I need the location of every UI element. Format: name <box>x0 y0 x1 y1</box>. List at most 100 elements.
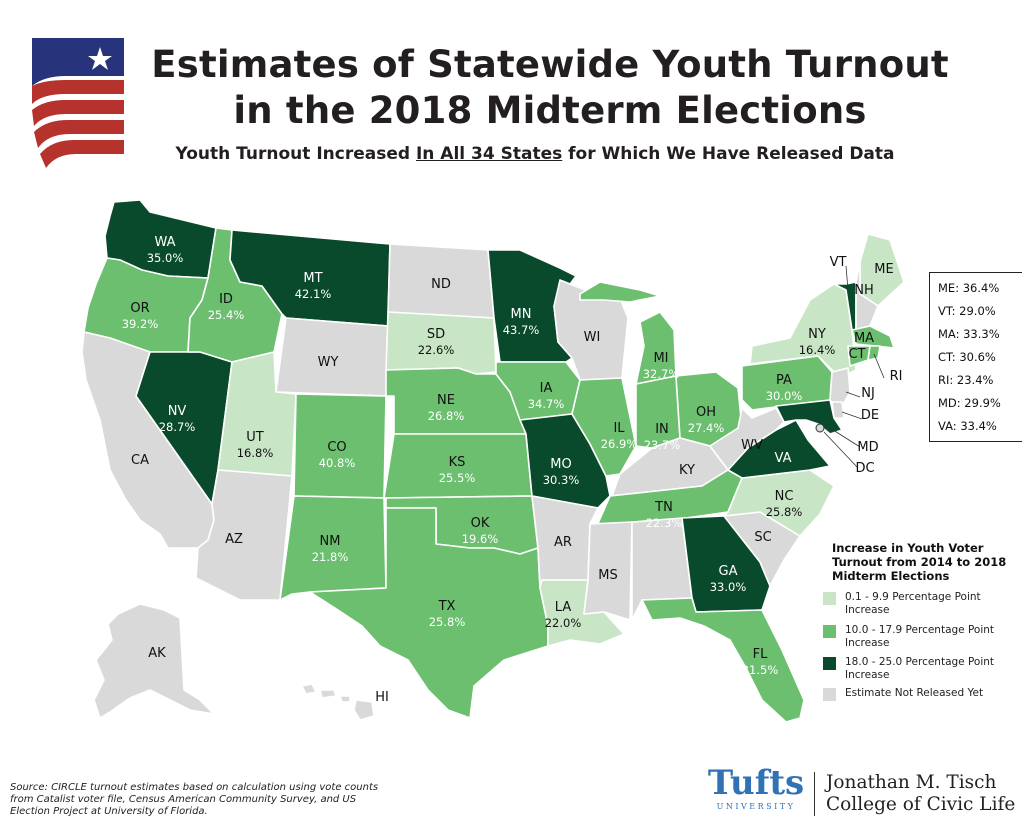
state-value-co: 40.8% <box>319 456 356 470</box>
legend-item: 10.0 - 17.9 Percentage Point Increase <box>823 624 1023 654</box>
state-value-mi: 32.7% <box>643 367 680 381</box>
state-label-ky: KY <box>679 463 695 478</box>
state-label-tn: TN <box>654 500 673 515</box>
legend-swatch-medium <box>823 625 836 638</box>
inset-row: MA: 33.3% <box>938 327 1000 341</box>
state-value-ok: 19.6% <box>462 532 499 546</box>
state-label-va: VA <box>775 451 792 466</box>
state-shape-la <box>539 579 625 647</box>
state-value-or: 39.2% <box>122 317 159 331</box>
legend-label: Estimate Not Released Yet <box>845 687 984 699</box>
state-value-ga: 33.0% <box>710 580 747 594</box>
state-shape-hi <box>301 683 317 695</box>
tufts-wordmark: Tufts <box>707 763 805 803</box>
inset-row: VA: 33.4% <box>938 419 997 433</box>
legend-label: 0.1 - 9.9 Percentage Point Increase <box>845 591 981 616</box>
state-shape-fl <box>641 597 805 723</box>
state-label-mt: MT <box>303 271 322 286</box>
state-label-dc: DC <box>855 461 874 476</box>
state-shape-hi <box>353 699 375 721</box>
state-label-ri: RI <box>890 369 903 384</box>
state-label-ak: AK <box>148 646 166 661</box>
state-label-nd: ND <box>431 277 451 292</box>
state-label-ma: MA <box>854 331 874 346</box>
legend-label: 18.0 - 25.0 Percentage Point Increase <box>845 656 995 681</box>
legend-item: 18.0 - 25.0 Percentage Point Increase <box>823 656 1023 686</box>
state-label-ut: UT <box>246 430 264 445</box>
state-label-ok: OK <box>471 516 490 531</box>
state-label-wy: WY <box>318 355 339 370</box>
state-value-ut: 16.8% <box>237 446 274 460</box>
state-label-il: IL <box>613 421 625 436</box>
state-value-pa: 30.0% <box>766 389 803 403</box>
legend-title: Increase in Youth Voter Turnout from 201… <box>832 541 1007 583</box>
state-label-wa: WA <box>154 235 175 250</box>
state-value-tx: 25.8% <box>429 615 466 629</box>
state-label-ms: MS <box>598 568 617 583</box>
state-label-mo: MO <box>550 457 571 472</box>
state-value-il: 26.9% <box>601 437 638 451</box>
state-label-in: IN <box>655 422 669 437</box>
state-value-ny: 16.4% <box>799 343 836 357</box>
leader-line <box>841 411 863 420</box>
state-label-md: MD <box>857 440 878 455</box>
state-label-mi: MI <box>653 351 668 366</box>
state-label-de: DE <box>861 408 879 423</box>
state-label-nm: NM <box>320 534 341 549</box>
state-shape-hi <box>339 695 351 703</box>
state-value-sd: 22.6% <box>418 343 455 357</box>
state-label-ny: NY <box>808 327 826 342</box>
state-value-wa: 35.0% <box>147 251 184 265</box>
state-value-in: 23.7% <box>644 438 681 452</box>
tufts-logo: Tufts UNIVERSITY <box>706 764 806 811</box>
state-value-id: 25.4% <box>208 308 245 322</box>
leader-line <box>845 265 849 291</box>
page-subtitle: Youth Turnout Increased In All 34 States… <box>130 144 940 164</box>
leader-line <box>823 431 859 469</box>
state-shape-tx <box>309 507 549 719</box>
state-shape-il <box>571 377 637 477</box>
flag-logo-icon <box>32 38 124 168</box>
state-label-vt: VT <box>830 255 847 270</box>
title-line-1: Estimates of Statewide Youth Turnout <box>151 43 949 86</box>
state-value-oh: 27.4% <box>688 421 725 435</box>
subtitle-emphasis: In All 34 States <box>415 144 563 164</box>
state-shape-hi <box>319 689 337 699</box>
state-label-ga: GA <box>719 564 738 579</box>
inset-row: CT: 30.6% <box>938 350 996 364</box>
state-value-la: 22.0% <box>545 616 582 630</box>
state-label-nh: NH <box>854 283 874 298</box>
state-label-mn: MN <box>511 307 532 322</box>
state-value-fl: 31.5% <box>742 663 779 677</box>
state-label-hi: HI <box>375 690 389 705</box>
subtitle-before: Youth Turnout Increased <box>175 144 416 164</box>
state-value-nm: 21.8% <box>312 550 349 564</box>
northeast-inset-box: ME: 36.4% VT: 29.0% MA: 33.3% CT: 30.6% … <box>929 272 1022 442</box>
state-label-nv: NV <box>168 404 187 419</box>
legend-swatch-light <box>823 592 836 605</box>
state-label-fl: FL <box>753 647 768 662</box>
legend-label: 10.0 - 17.9 Percentage Point Increase <box>845 624 995 649</box>
state-value-nc: 25.8% <box>766 505 803 519</box>
subtitle-after: for Which We Have Released Data <box>562 144 895 164</box>
state-shape-ak <box>93 603 215 719</box>
state-value-ia: 34.7% <box>528 397 565 411</box>
title-line-2: in the 2018 Midterm Elections <box>233 89 867 132</box>
leader-line <box>845 391 861 398</box>
state-label-ks: KS <box>449 455 466 470</box>
legend-item: 0.1 - 9.9 Percentage Point Increase <box>823 591 1023 621</box>
college-name: Jonathan M. Tisch College of Civic Life <box>826 772 1015 816</box>
state-label-co: CO <box>327 440 346 455</box>
state-label-ia: IA <box>540 381 553 396</box>
source-note: Source: CIRCLE turnout estimates based o… <box>10 782 379 817</box>
logo-divider <box>814 772 815 816</box>
legend-swatch-dark <box>823 657 836 670</box>
legend-swatch-gray <box>823 688 836 701</box>
state-value-tn: 22.3% <box>646 516 683 530</box>
tufts-subtext: UNIVERSITY <box>716 802 796 811</box>
state-value-ks: 25.5% <box>439 471 476 485</box>
inset-row: RI: 23.4% <box>938 373 994 387</box>
state-value-ne: 26.8% <box>428 409 465 423</box>
legend-item: Estimate Not Released Yet <box>823 687 1023 717</box>
